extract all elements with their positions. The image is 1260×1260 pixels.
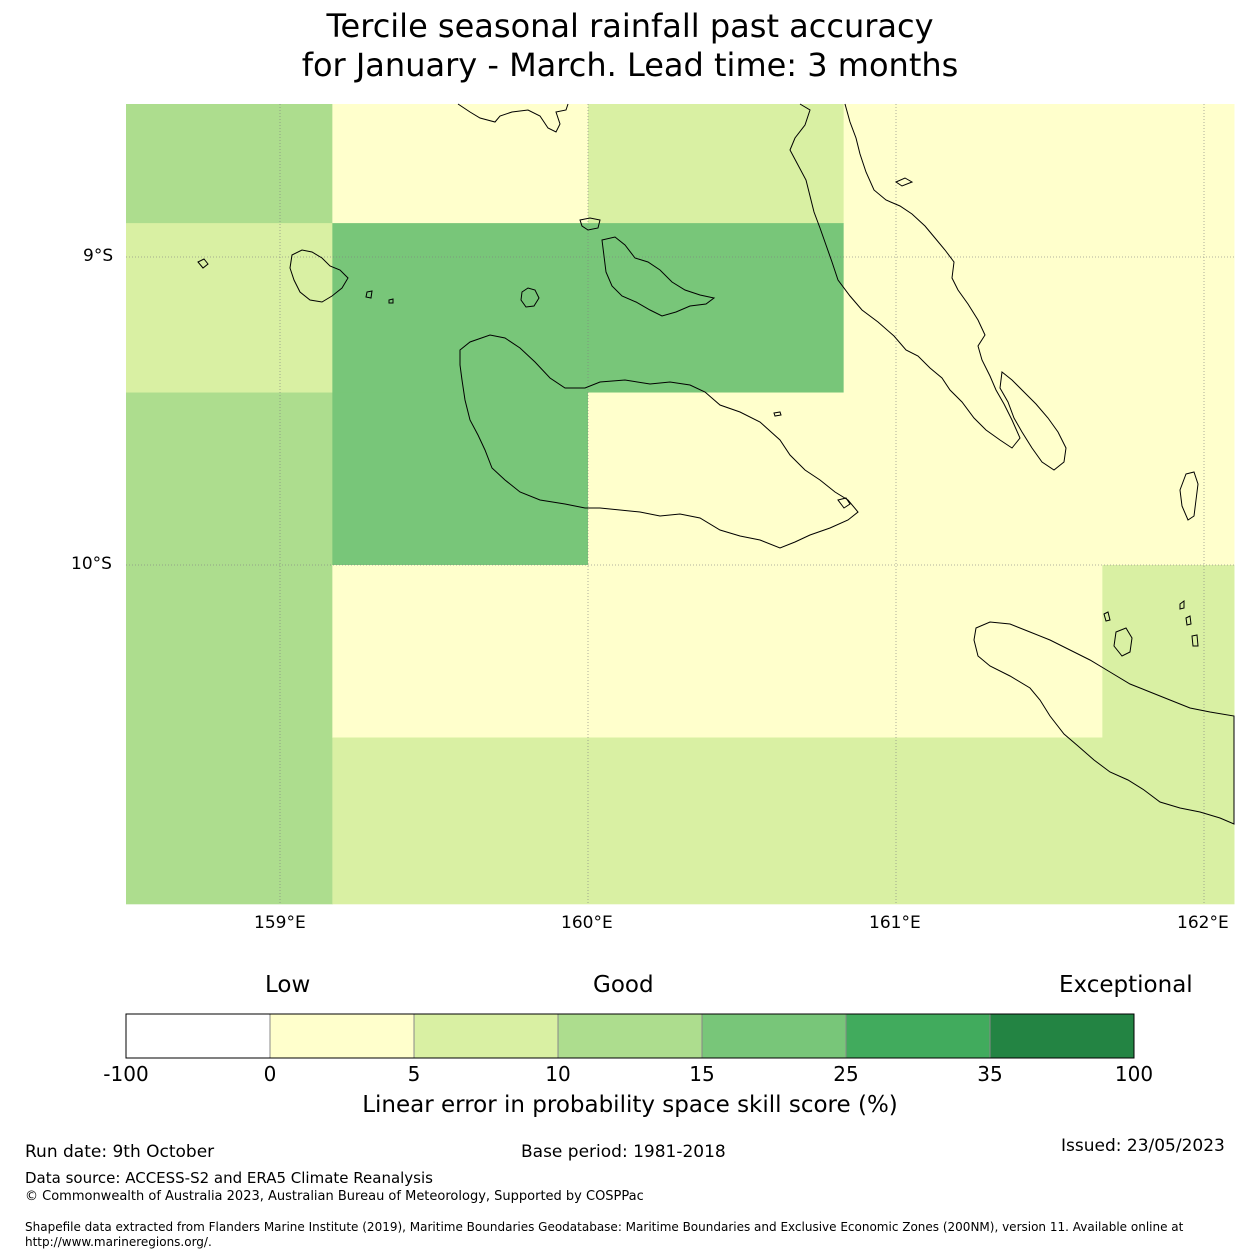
colorbar-segment-0 bbox=[125, 1013, 271, 1059]
colorbar-tick-25: 25 bbox=[833, 1062, 859, 1086]
colorbar-tick-15: 15 bbox=[689, 1062, 715, 1086]
colorbar-tick-5: 5 bbox=[407, 1062, 421, 1086]
grid-cell-8 bbox=[332, 392, 589, 566]
grid-cell-6 bbox=[843, 223, 1235, 394]
grid-cell-1 bbox=[332, 104, 589, 224]
colorbar-tick-10: 10 bbox=[545, 1062, 571, 1086]
coastline-islet-3 bbox=[388, 298, 394, 304]
lat-tick-10s: 10°S bbox=[71, 554, 112, 574]
colorbar-segment-6 bbox=[989, 1013, 1135, 1059]
coastline bbox=[197, 103, 1235, 825]
grid-cell-7 bbox=[126, 392, 333, 566]
colorbar-segment-2 bbox=[413, 1013, 559, 1059]
coastline-small-malaita bbox=[999, 371, 1067, 471]
colorbar-segment-3 bbox=[557, 1013, 703, 1059]
lon-tick-160e: 160°E bbox=[561, 913, 613, 933]
colorbar-tick-35: 35 bbox=[977, 1062, 1003, 1086]
colorbar-word-good: Good bbox=[593, 972, 654, 998]
colorbar-label: Linear error in probability space skill … bbox=[362, 1092, 898, 1118]
copyright: © Commonwealth of Australia 2023, Austra… bbox=[25, 1189, 644, 1204]
coastline-ulawa bbox=[1179, 471, 1199, 521]
coastline-islet-7 bbox=[1103, 611, 1111, 622]
data-source: Data source: ACCESS-S2 and ERA5 Climate … bbox=[25, 1169, 433, 1187]
coastline-islet-11 bbox=[837, 497, 851, 509]
coastline-savo bbox=[520, 287, 540, 308]
coastline-islet-2 bbox=[365, 290, 373, 299]
coastline-islet-6 bbox=[1113, 627, 1133, 657]
colorbar-word-low: Low bbox=[265, 972, 311, 998]
colorbar bbox=[125, 1013, 1135, 1059]
grid-cell-4 bbox=[126, 223, 333, 394]
grid-cell-13 bbox=[332, 737, 1235, 905]
issued-date: Issued: 23/05/2023 bbox=[1061, 1136, 1225, 1156]
coastline-islet-8 bbox=[1179, 600, 1185, 610]
colorbar-segment-4 bbox=[701, 1013, 847, 1059]
coastline-guadalcanal bbox=[459, 334, 859, 549]
grid-cell-2 bbox=[588, 104, 845, 224]
colorbar-word-exceptional: Exceptional bbox=[1059, 972, 1193, 998]
lon-tick-162e: 162°E bbox=[1177, 913, 1229, 933]
lon-tick-161e: 161°E bbox=[869, 913, 921, 933]
grid-cell-9 bbox=[588, 392, 1235, 566]
colorbar-tick-neg100: -100 bbox=[103, 1062, 149, 1086]
colorbar-frame bbox=[125, 1013, 1135, 1059]
coastline-nggela-west bbox=[579, 217, 601, 231]
colorbar-segment-1 bbox=[269, 1013, 415, 1059]
grid-cell-0 bbox=[126, 104, 333, 224]
run-date: Run date: 9th October bbox=[25, 1142, 215, 1162]
graticule bbox=[126, 104, 1234, 904]
lat-tick-9s: 9°S bbox=[83, 246, 114, 266]
coastline-islet-9 bbox=[1185, 615, 1192, 626]
shapefile-credit: Shapefile data extracted from Flanders M… bbox=[25, 1220, 1184, 1249]
grid-cell-12 bbox=[1102, 565, 1235, 738]
skill-grid bbox=[126, 104, 1235, 905]
chart-title-line1: Tercile seasonal rainfall past accuracy bbox=[326, 7, 934, 45]
coastline-nggela bbox=[601, 236, 716, 317]
coastline-russell bbox=[289, 249, 349, 303]
grid-cell-3 bbox=[843, 104, 1235, 224]
coastline-islet-1 bbox=[197, 258, 209, 269]
grid-cell-10 bbox=[126, 565, 333, 905]
base-period: Base period: 1981-2018 bbox=[521, 1142, 726, 1162]
coastline-islet-4 bbox=[773, 411, 782, 417]
coastline-malaita bbox=[789, 103, 1021, 449]
coastline-islet-10 bbox=[1191, 634, 1199, 647]
coastline-islet-5 bbox=[894, 177, 914, 187]
colorbar-tick-0: 0 bbox=[263, 1062, 277, 1086]
lon-tick-159e: 159°E bbox=[254, 913, 306, 933]
colorbar-segment-5 bbox=[845, 1013, 991, 1059]
coastline-makira bbox=[973, 621, 1235, 825]
chart-title-line2: for January - March. Lead time: 3 months bbox=[301, 46, 959, 84]
grid-cell-11 bbox=[332, 565, 1103, 738]
colorbar-tick-100: 100 bbox=[1114, 1062, 1154, 1086]
coastline-isabel-tip bbox=[457, 103, 569, 133]
